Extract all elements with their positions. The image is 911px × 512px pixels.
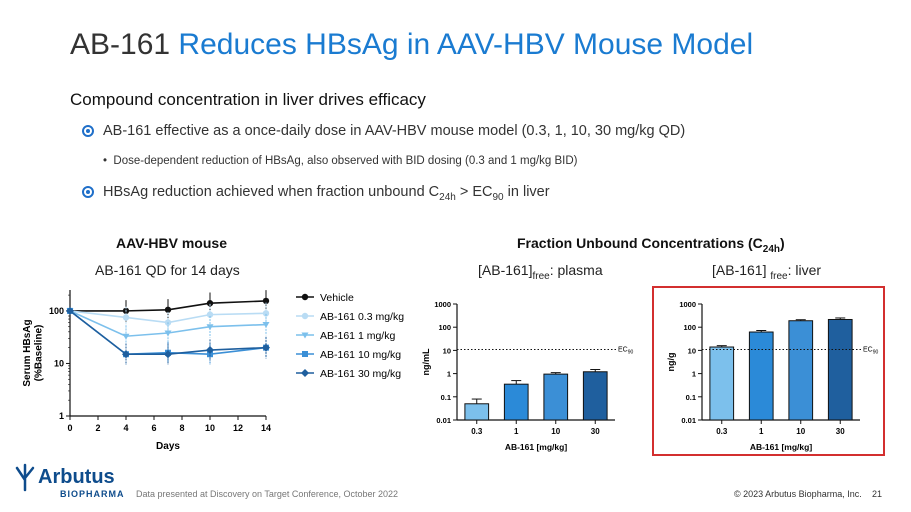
data-point xyxy=(122,333,130,340)
bar xyxy=(464,403,490,421)
y-tick-label: 1 xyxy=(59,411,64,421)
hbsag-line-chart: 1 10 100 0 2 4 6 8 10 12 14 Days Serum HBsAg(%Baseli… xyxy=(22,290,404,452)
x-tick-label: 10 xyxy=(551,427,560,436)
bullet-1: AB-161 effective as a once-daily dose in… xyxy=(103,123,686,139)
liver-highlight-box xyxy=(652,286,885,456)
legend-label: AB-161 0.3 mg/kg xyxy=(320,311,404,323)
bullet-icon xyxy=(82,186,94,198)
y-tick-label: 10 xyxy=(688,346,696,355)
y-tick-label: 10 xyxy=(443,346,451,355)
x-tick-label: 14 xyxy=(261,423,271,433)
y-tick-label: 1000 xyxy=(679,300,696,309)
y-tick-label: 0.01 xyxy=(681,416,696,425)
legend-label: AB-161 10 mg/kg xyxy=(320,349,401,361)
bullet-icon xyxy=(82,125,94,137)
data-point xyxy=(164,330,172,337)
y-tick-label: 1 xyxy=(692,370,696,379)
y-axis-label: Serum HBsAg(%Baseline) xyxy=(22,319,45,386)
x-tick-label: 12 xyxy=(233,423,243,433)
y-tick-label: 100 xyxy=(683,323,696,332)
y-tick-label: 0.01 xyxy=(436,416,451,425)
left-panel-subheading: AB-161 QD for 14 days xyxy=(95,262,240,278)
data-point xyxy=(262,297,270,305)
x-tick-label: 1 xyxy=(759,427,764,436)
logo-text: Arbutus xyxy=(38,466,115,488)
data-point xyxy=(164,306,172,313)
x-tick-label: 6 xyxy=(151,423,156,433)
x-axis-label: AB-161 [mg/kg] xyxy=(505,442,568,452)
bullet-2: HBsAg reduction achieved when fraction u… xyxy=(103,184,550,203)
bar xyxy=(748,331,774,421)
x-tick-label: 30 xyxy=(591,427,600,436)
bar xyxy=(543,373,569,421)
liver-label: [AB-161] free: liver xyxy=(712,262,822,282)
ec90-label: EC90 xyxy=(863,346,879,355)
data-point xyxy=(262,343,270,352)
logo-subtext: BIOPHARMA xyxy=(60,489,125,499)
data-point xyxy=(164,350,172,359)
x-tick-label: 0.3 xyxy=(716,427,728,436)
bar xyxy=(827,318,853,421)
x-tick-label: 8 xyxy=(179,423,184,433)
y-tick-label: 100 xyxy=(49,306,64,316)
data-point xyxy=(122,314,130,321)
y-tick-label: 1000 xyxy=(434,300,451,309)
data-point xyxy=(207,351,213,358)
x-axis-label: Days xyxy=(156,441,180,452)
y-tick-label: 0.1 xyxy=(686,393,696,402)
data-point xyxy=(206,300,214,307)
right-panel-heading: Fraction Unbound Concentrations (C24h) xyxy=(517,235,785,255)
legend-label: AB-161 1 mg/kg xyxy=(320,330,395,342)
data-point xyxy=(262,310,270,317)
data-point xyxy=(206,324,214,331)
title-prefix: AB-161 xyxy=(70,28,171,61)
page-number: 21 xyxy=(872,489,883,499)
data-point xyxy=(66,306,74,315)
legend-marker xyxy=(301,332,309,339)
y-tick-label: 100 xyxy=(438,323,451,332)
y-tick-label: 1 xyxy=(447,370,451,379)
title-accent: Reduces HBsAg in AAV-HBV Mouse Model xyxy=(178,28,754,61)
page-title: AB-161 Reduces HBsAg in AAV-HBV Mouse Mo… xyxy=(70,28,753,62)
x-tick-label: 1 xyxy=(514,427,519,436)
bar xyxy=(788,320,814,421)
y-axis-label: ng/mL xyxy=(421,348,431,375)
x-tick-label: 4 xyxy=(123,423,128,433)
x-tick-label: 2 xyxy=(95,423,100,433)
footer-note: Data presented at Discovery on Target Co… xyxy=(136,489,398,499)
x-tick-label: 10 xyxy=(796,427,805,436)
y-tick-label: 10 xyxy=(54,358,64,368)
bar xyxy=(503,383,529,421)
legend-label: Vehicle xyxy=(320,292,354,304)
x-tick-label: 0 xyxy=(67,423,72,433)
sub-bullet-text: Dose-dependent reduction of HBsAg, also … xyxy=(113,155,578,167)
bar xyxy=(582,371,608,421)
y-axis-label: ng/g xyxy=(666,353,676,372)
ec90-label: EC90 xyxy=(618,346,634,355)
x-axis-label: AB-161 [mg/kg] xyxy=(750,442,813,452)
data-point xyxy=(122,350,130,359)
data-point xyxy=(262,322,270,329)
plasma-bar-chart: 0.01 0.1 1 10 100 1000 ng/mL 0.3 1 10 30 AB-161 [mg… xyxy=(421,300,634,452)
x-tick-label: 30 xyxy=(836,427,845,436)
section-subtitle: Compound concentration in liver drives e… xyxy=(70,90,426,109)
copyright: © 2023 Arbutus Biopharma, Inc. xyxy=(734,489,862,499)
data-point xyxy=(206,311,214,318)
legend-marker xyxy=(301,369,309,377)
sub-bullet: • Dose-dependent reduction of HBsAg, als… xyxy=(103,155,578,167)
legend-marker xyxy=(301,293,309,301)
liver-bar-chart: 0.01 0.1 1 10 100 1000 ng/g 0.3 1 10 30 AB-161 [mg/… xyxy=(666,300,879,452)
arbutus-logo-icon xyxy=(15,463,35,492)
bar xyxy=(709,346,735,421)
x-tick-label: 0.3 xyxy=(471,427,483,436)
left-panel-heading: AAV-HBV mouse xyxy=(116,235,227,251)
legend-marker xyxy=(301,312,309,320)
x-tick-label: 10 xyxy=(205,423,215,433)
y-tick-label: 0.1 xyxy=(441,393,451,402)
data-point xyxy=(206,346,214,355)
plasma-label: [AB-161]free: plasma xyxy=(478,262,603,282)
legend-label: AB-161 30 mg/kg xyxy=(320,368,401,380)
legend-marker xyxy=(302,351,308,357)
